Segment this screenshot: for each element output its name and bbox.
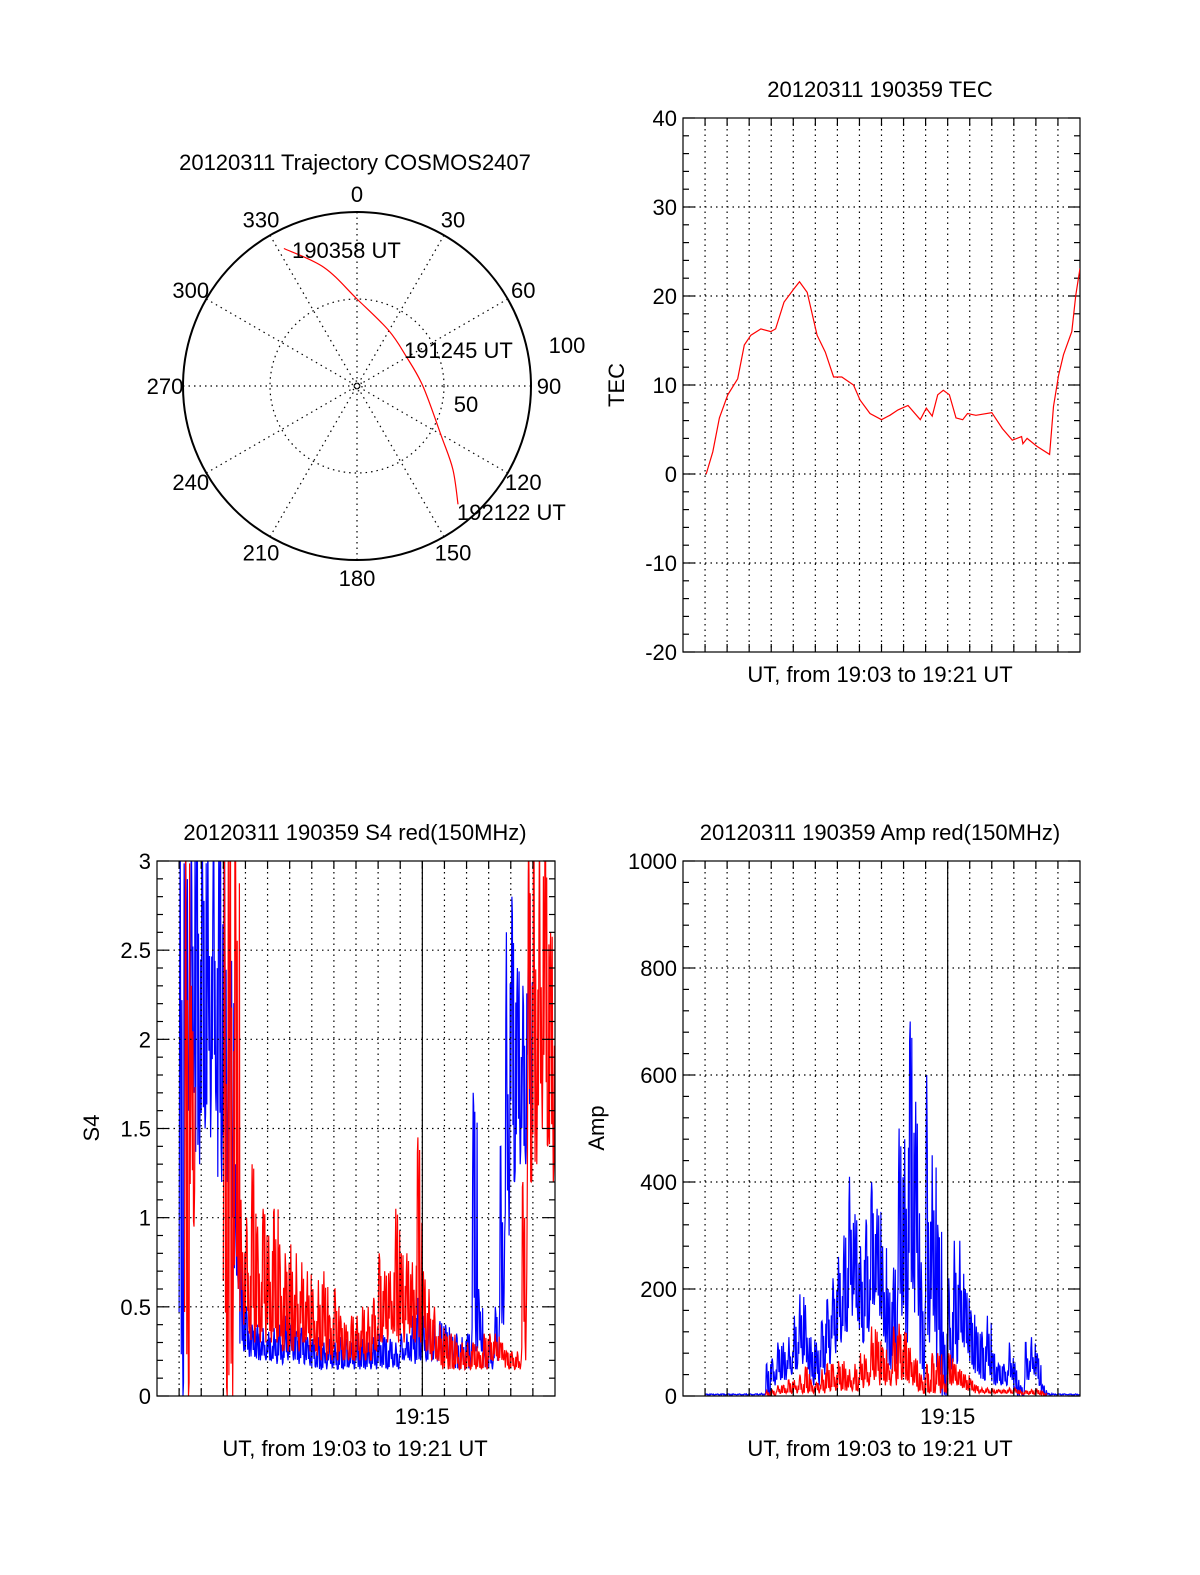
polar-spoke bbox=[206, 298, 508, 474]
polar-angle-label: 0 bbox=[351, 182, 363, 207]
s4-series bbox=[178, 861, 555, 1396]
polar-inner-circle bbox=[269, 298, 445, 474]
radial-label-100: 100 bbox=[549, 333, 586, 358]
amp-axes: 19:15 0 200 400 600 800 1000 bbox=[628, 849, 1081, 1429]
tec-title: 20120311 190359 TEC bbox=[767, 77, 993, 102]
polar-spoke bbox=[206, 298, 508, 474]
amp-ytick-label: 0 bbox=[665, 1384, 677, 1409]
polar-spoke bbox=[269, 235, 445, 537]
polar-angle-label: 300 bbox=[172, 278, 209, 303]
tec-ytick-label: 30 bbox=[653, 195, 677, 220]
s4-ytick-label: 1 bbox=[139, 1206, 151, 1231]
polar-angle-label: 30 bbox=[441, 208, 465, 233]
amp-xlabel: UT, from 19:03 to 19:21 UT bbox=[747, 1436, 1012, 1461]
amp-ytick-label: 400 bbox=[640, 1170, 677, 1195]
radial-label-50: 50 bbox=[454, 392, 478, 417]
amp-plot-frame bbox=[682, 860, 1081, 1397]
tec-ytick-label: -10 bbox=[645, 551, 677, 576]
s4-plot-frame bbox=[156, 860, 556, 1397]
amp-ytick-label: 800 bbox=[640, 956, 677, 981]
polar-angle-labels: 0 30 60 90 120 150 180 210 240 270 300 330 bbox=[147, 182, 562, 591]
amp-ytick-label: 1000 bbox=[628, 849, 677, 874]
polar-angle-label: 270 bbox=[147, 374, 184, 399]
amp-series-red bbox=[765, 1323, 1047, 1396]
tec-ytick-label: 40 bbox=[653, 106, 677, 131]
amp-panel: 20120311 190359 Amp red(150MHz) Amp UT, … bbox=[584, 820, 1081, 1461]
tec-plot-frame bbox=[682, 117, 1081, 653]
s4-ylabel: S4 bbox=[79, 1115, 104, 1142]
s4-title: 20120311 190359 S4 red(150MHz) bbox=[183, 820, 526, 845]
polar-angle-label: 240 bbox=[172, 470, 209, 495]
tec-ytick-label: -20 bbox=[645, 640, 677, 665]
s4-ytick-label: 0.5 bbox=[120, 1295, 151, 1320]
s4-panel: 20120311 190359 S4 red(150MHz) S4 UT, fr… bbox=[79, 820, 556, 1461]
amp-xtick-label: 19:15 bbox=[920, 1404, 975, 1429]
polar-angle-label: 60 bbox=[511, 278, 535, 303]
amp-series-blue bbox=[704, 1021, 1080, 1396]
s4-ytick-label: 2.5 bbox=[120, 938, 151, 963]
polar-grid bbox=[182, 211, 532, 561]
tec-axes: -20 -10 0 10 20 30 40 bbox=[645, 106, 1081, 665]
tec-ytick-label: 0 bbox=[665, 462, 677, 487]
trajectory-polar-panel: 20120311 Trajectory COSMOS2407 0 30 60 90 12… bbox=[147, 150, 586, 591]
tec-panel: 20120311 190359 TEC TEC UT, from 19:03 t… bbox=[604, 77, 1081, 687]
polar-angle-label: 90 bbox=[537, 374, 561, 399]
s4-ytick-label: 1.5 bbox=[120, 1117, 151, 1142]
trajectory-mid-time: 191245 UT bbox=[404, 338, 513, 363]
polar-angle-label: 150 bbox=[435, 540, 472, 565]
tec-xlabel: UT, from 19:03 to 19:21 UT bbox=[747, 662, 1012, 687]
s4-ytick-label: 3 bbox=[139, 849, 151, 874]
trajectory-end-time: 192122 UT bbox=[457, 500, 566, 525]
polar-angle-label: 180 bbox=[339, 566, 376, 591]
trajectory-title: 20120311 Trajectory COSMOS2407 bbox=[179, 150, 531, 175]
amp-ytick-label: 600 bbox=[640, 1063, 677, 1088]
tec-ytick-label: 20 bbox=[653, 284, 677, 309]
s4-xlabel: UT, from 19:03 to 19:21 UT bbox=[222, 1436, 487, 1461]
polar-center-marker bbox=[351, 380, 363, 392]
amp-title: 20120311 190359 Amp red(150MHz) bbox=[700, 820, 1060, 845]
polar-spoke bbox=[269, 235, 445, 537]
polar-angle-label: 210 bbox=[243, 540, 280, 565]
s4-ytick-label: 2 bbox=[139, 1027, 151, 1052]
amp-series bbox=[704, 1021, 1080, 1396]
trajectory-start-time: 190358 UT bbox=[292, 238, 401, 263]
amp-ylabel: Amp bbox=[584, 1105, 609, 1150]
tec-series bbox=[705, 268, 1080, 475]
polar-angle-label: 330 bbox=[243, 208, 280, 233]
s4-ytick-label: 0 bbox=[139, 1384, 151, 1409]
s4-axes: 19:15 0 0.5 1 1.5 2 2.5 3 bbox=[120, 849, 556, 1429]
trajectory-line bbox=[283, 247, 459, 505]
tec-series-tec bbox=[705, 268, 1080, 475]
tec-ylabel: TEC bbox=[604, 363, 629, 407]
s4-series-red bbox=[184, 861, 555, 1396]
amp-ytick-label: 200 bbox=[640, 1277, 677, 1302]
tec-ytick-label: 10 bbox=[653, 373, 677, 398]
s4-xtick-label: 19:15 bbox=[395, 1404, 450, 1429]
polar-angle-label: 120 bbox=[505, 470, 542, 495]
